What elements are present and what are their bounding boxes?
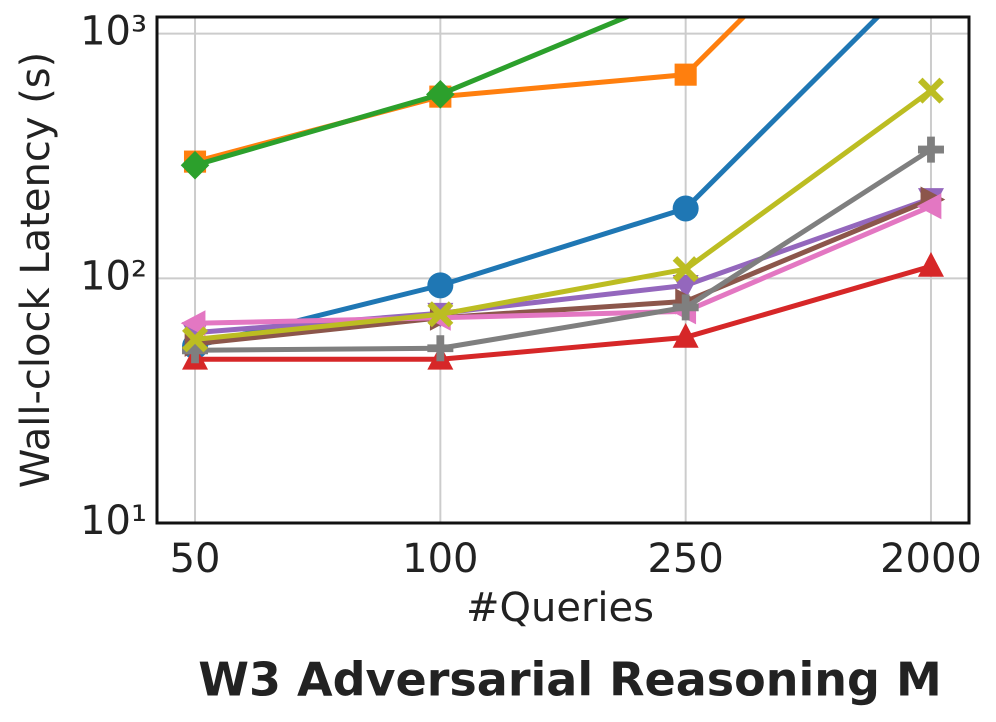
- marker: [672, 323, 699, 348]
- marker: [182, 326, 209, 353]
- series-line: [194, 17, 748, 165]
- marker: [671, 0, 700, 7]
- plot: [180, 0, 946, 370]
- marker: [182, 337, 209, 364]
- marker: [427, 272, 454, 299]
- marker: [672, 274, 699, 300]
- series-line: [194, 203, 932, 326]
- plot-frame: [155, 15, 971, 525]
- y-tick-label: 10²: [80, 253, 147, 299]
- marker: [917, 136, 944, 163]
- x-axis-label: #Queries: [466, 585, 654, 631]
- marker: [427, 301, 454, 328]
- series-line: [195, 263, 932, 362]
- marker: [180, 150, 210, 180]
- y-axis-label: Wall-clock Latency (s): [13, 52, 59, 488]
- x-tick-label: 50: [170, 536, 221, 582]
- marker: [916, 193, 942, 220]
- series-line: [195, 147, 933, 353]
- marker: [180, 310, 206, 337]
- series-line: [194, 197, 932, 347]
- marker: [672, 195, 699, 222]
- marker: [672, 256, 699, 283]
- x-tick-label: 2000: [880, 536, 982, 582]
- marker: [427, 335, 454, 362]
- marker: [672, 294, 699, 321]
- grid: [157, 17, 969, 524]
- marker: [426, 80, 455, 109]
- series-line: [194, 17, 882, 349]
- y-tick-label: 10¹: [80, 498, 147, 544]
- x-tick-label: 100: [402, 536, 478, 582]
- y-tick-label: 10³: [80, 9, 147, 55]
- x-tick-label: 250: [647, 536, 723, 582]
- chart-title: W3 Adversarial Reasoning M: [198, 653, 941, 707]
- marker: [674, 63, 697, 86]
- marker: [917, 251, 944, 277]
- marker: [917, 77, 944, 104]
- series-line: [194, 88, 933, 342]
